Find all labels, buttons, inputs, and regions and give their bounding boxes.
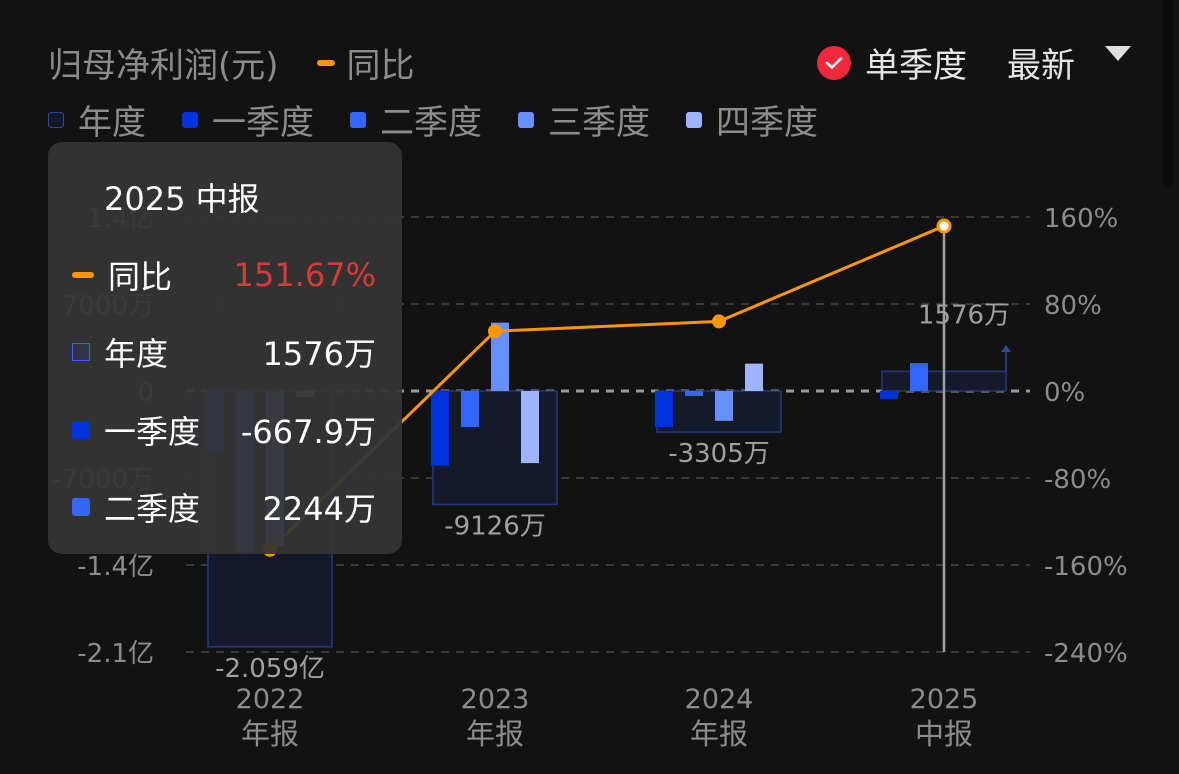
svg-text:年报: 年报: [241, 717, 299, 751]
legend-item-annual[interactable]: 年度: [48, 95, 146, 144]
svg-text:2023: 2023: [461, 684, 530, 715]
svg-text:0%: 0%: [1044, 378, 1085, 408]
q2-swatch-icon: [72, 498, 90, 516]
svg-text:中报: 中报: [915, 717, 973, 751]
tooltip-row-q2: 二季度 2244万: [72, 484, 376, 530]
chart-controls: 单季度 最新: [817, 38, 1131, 87]
right-axis-labels: 160% 80% 0% -80% -160% -240%: [1044, 204, 1128, 669]
tooltip-row-yoy: 同比 151.67%: [72, 252, 376, 298]
chart-title: 归母净利润(元): [48, 46, 279, 86]
legend-item-q3[interactable]: 三季度: [518, 95, 650, 144]
svg-text:-80%: -80%: [1044, 465, 1111, 495]
legend-item-q4[interactable]: 四季度: [686, 95, 818, 144]
sort-dropdown-label[interactable]: 最新: [1007, 46, 1075, 86]
dropdown-caret-icon[interactable]: [1105, 46, 1131, 61]
svg-text:1576万: 1576万: [918, 300, 1010, 330]
svg-text:-9126万: -9126万: [444, 511, 546, 541]
q1-swatch-icon: [72, 421, 90, 439]
legend-item-q1[interactable]: 一季度: [182, 95, 314, 144]
yoy-legend-label: 同比: [346, 46, 415, 86]
tooltip-label: 同比: [108, 258, 173, 296]
tooltip-label: 年度: [104, 335, 169, 373]
q1-swatch-icon: [182, 111, 198, 128]
svg-text:年报: 年报: [690, 717, 748, 751]
yoy-line-legend-icon: [316, 59, 335, 66]
legend-item-q2[interactable]: 二季度: [350, 95, 482, 144]
annual-swatch-icon: [48, 111, 64, 128]
legend-label: 四季度: [716, 103, 818, 143]
q4-swatch-icon: [686, 111, 702, 128]
legend-label: 年度: [78, 103, 146, 143]
tooltip: 2025 中报 同比 151.67% 年度 1576万 一季度 -667.9万 …: [48, 142, 402, 554]
single-quarter-checkbox[interactable]: [817, 45, 851, 80]
svg-text:160%: 160%: [1044, 204, 1118, 234]
q2-swatch-icon: [350, 111, 366, 128]
tooltip-title: 2025 中报: [104, 180, 260, 218]
svg-text:-160%: -160%: [1044, 552, 1128, 582]
tooltip-value: 151.67%: [233, 256, 376, 294]
bar-value-labels: -2.059亿 -9126万 -3305万 1576万: [215, 300, 1010, 683]
legend-label: 一季度: [212, 103, 314, 143]
tooltip-value: 2244万: [262, 490, 376, 528]
vertical-scrollbar[interactable]: [1163, 0, 1173, 186]
svg-text:年报: 年报: [466, 717, 524, 751]
tooltip-label: 一季度: [104, 413, 201, 451]
svg-text:-2.059亿: -2.059亿: [215, 654, 325, 684]
single-quarter-label[interactable]: 单季度: [865, 46, 967, 86]
annual-swatch-icon: [72, 343, 90, 361]
svg-text:2024: 2024: [685, 684, 754, 715]
series-legend: 年度 一季度 二季度 三季度 四季度: [48, 95, 854, 144]
svg-text:80%: 80%: [1044, 291, 1102, 321]
svg-text:-240%: -240%: [1044, 639, 1128, 669]
legend-label: 三季度: [548, 103, 650, 143]
legend-label: 二季度: [380, 103, 482, 143]
tooltip-value: -667.9万: [240, 413, 376, 451]
tooltip-row-q1: 一季度 -667.9万: [72, 407, 376, 453]
svg-text:-3305万: -3305万: [668, 439, 770, 469]
tooltip-row-annual: 年度 1576万: [72, 329, 376, 375]
tooltip-value: 1576万: [262, 335, 376, 373]
svg-text:-2.1亿: -2.1亿: [77, 639, 154, 669]
svg-text:-1.4亿: -1.4亿: [77, 552, 154, 582]
q3-swatch-icon: [518, 111, 534, 128]
checkmark-icon: [825, 56, 843, 69]
svg-text:2025: 2025: [910, 684, 979, 715]
chart-header: 归母净利润(元) 同比: [48, 38, 415, 87]
tooltip-label: 二季度: [104, 490, 201, 528]
yoy-line-icon: [72, 272, 94, 278]
svg-text:2022: 2022: [236, 684, 305, 715]
